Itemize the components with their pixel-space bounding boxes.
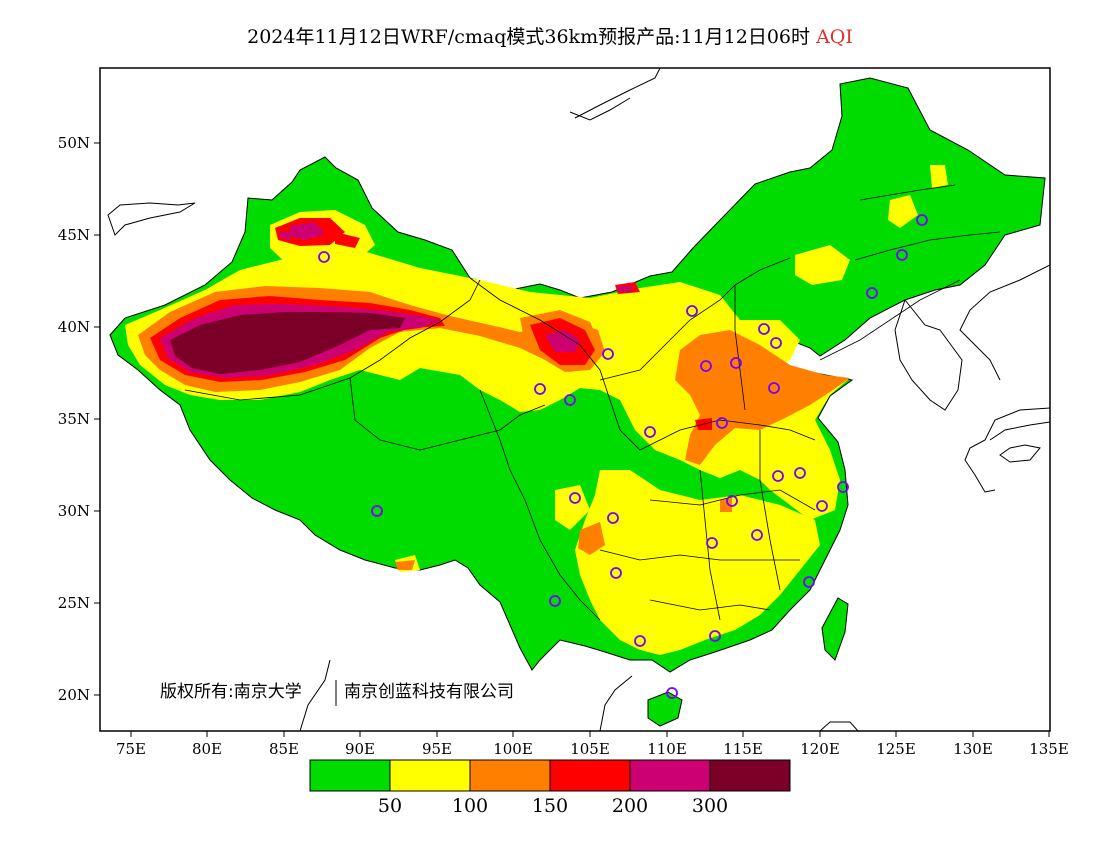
lon-label: 100E xyxy=(493,740,533,758)
lon-label: 75E xyxy=(116,740,146,758)
lon-label: 120E xyxy=(800,740,840,758)
color-legend: 50 100 150 200 300 xyxy=(309,759,791,817)
title-main: 2024年11月12日WRF/cmaq模式36km预报产品:11月12日06时 xyxy=(247,26,811,48)
lon-label: 125E xyxy=(876,740,916,758)
lon-label: 80E xyxy=(192,740,222,758)
lat-label: 45N xyxy=(58,226,90,244)
map-title: 2024年11月12日WRF/cmaq模式36km预报产品:11月12日06时 … xyxy=(0,22,1100,49)
legend-swatch xyxy=(389,759,471,792)
lat-label: 50N xyxy=(58,134,90,152)
lon-label: 130E xyxy=(953,740,993,758)
copyright-note: 版权所有:南京大学 南京创蓝科技有限公司 xyxy=(160,680,514,706)
lat-label: 25N xyxy=(58,594,90,612)
lon-label: 115E xyxy=(723,740,763,758)
aqi-hazardous-area xyxy=(170,312,405,374)
longitude-ticks xyxy=(130,731,1050,737)
legend-label: 200 xyxy=(612,795,648,817)
taiwan-island xyxy=(821,597,849,661)
copyright-owner-1: 版权所有:南京大学 xyxy=(160,682,302,702)
lon-label: 135E xyxy=(1029,740,1069,758)
copyright-owner-2: 南京创蓝科技有限公司 xyxy=(344,682,514,702)
legend-swatch xyxy=(549,759,631,792)
legend-label: 150 xyxy=(532,795,568,817)
lat-label: 35N xyxy=(58,410,90,428)
lon-label: 90E xyxy=(345,740,375,758)
title-variable: AQI xyxy=(816,26,853,48)
latitude-labels: 50N 45N 40N 35N 30N 25N 20N xyxy=(58,134,90,704)
legend-swatch xyxy=(309,759,391,792)
legend-swatch xyxy=(469,759,551,792)
lat-label: 20N xyxy=(58,686,90,704)
legend-label: 100 xyxy=(452,795,488,817)
lat-label: 40N xyxy=(58,318,90,336)
legend-swatch xyxy=(629,759,711,792)
legend-swatch xyxy=(709,759,791,792)
map-content xyxy=(107,68,1050,731)
province-boundaries xyxy=(184,184,1001,621)
lon-label: 95E xyxy=(422,740,452,758)
hainan-island xyxy=(647,691,683,727)
latitude-ticks xyxy=(94,142,100,696)
lon-label: 85E xyxy=(269,740,299,758)
map-frame xyxy=(99,67,1051,732)
lon-label: 110E xyxy=(647,740,687,758)
station-markers xyxy=(318,214,928,699)
legend-label: 300 xyxy=(692,795,728,817)
legend-label: 50 xyxy=(378,795,402,817)
longitude-labels: 75E 80E 85E 90E 95E 100E 105E 110E 115E … xyxy=(116,740,1069,758)
lon-label: 105E xyxy=(570,740,610,758)
lat-label: 30N xyxy=(58,502,90,520)
neighbor-coastlines xyxy=(107,68,1050,731)
